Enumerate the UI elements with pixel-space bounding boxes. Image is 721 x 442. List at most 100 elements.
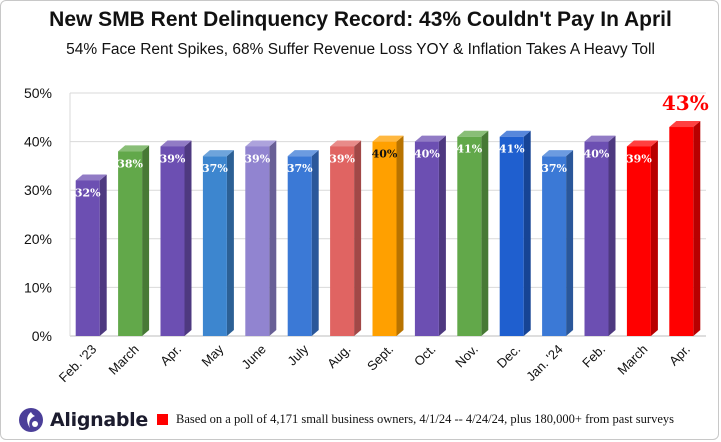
bar-top	[118, 145, 150, 152]
x-tick-label: July	[284, 341, 311, 368]
bar	[202, 150, 234, 336]
data-label: 39%	[244, 152, 270, 165]
bar	[584, 135, 616, 336]
bar-top	[330, 140, 362, 147]
bar-side	[396, 135, 404, 336]
bar	[372, 135, 404, 336]
bar-top	[584, 135, 616, 142]
bar	[245, 140, 277, 336]
bar	[414, 135, 446, 336]
bar-top	[245, 140, 277, 147]
x-tick-label: March	[106, 342, 142, 378]
y-tick-label: 30%	[24, 182, 52, 198]
bar-front	[202, 156, 227, 336]
bar-top	[202, 150, 234, 157]
bar-side	[226, 150, 234, 336]
x-tick-label: Nov.	[452, 342, 481, 371]
data-label: 39%	[160, 152, 186, 165]
bar-front	[457, 136, 482, 336]
x-tick-label: May	[199, 341, 227, 369]
bar-front	[245, 146, 270, 336]
bar	[75, 174, 107, 336]
bar-front	[75, 180, 100, 336]
bar-front	[669, 127, 694, 337]
bar-side	[184, 140, 192, 336]
bar-top	[75, 174, 107, 181]
bar-side	[269, 140, 277, 336]
data-label: 37%	[202, 162, 228, 175]
data-label: 32%	[75, 186, 101, 199]
bar-front	[414, 141, 439, 336]
bar-front	[542, 156, 567, 336]
alignable-logo-icon	[19, 408, 43, 432]
data-label: 40%	[584, 148, 610, 161]
bar-top	[457, 130, 489, 137]
bar-front	[372, 141, 397, 336]
x-tick-label: Sept.	[364, 342, 396, 374]
data-labels: 32% 38% 39% 37% 39% 37% 39% 40% 40% 41% 41% 37% 40% 3…	[75, 91, 709, 199]
bar-side	[354, 140, 362, 336]
bar-front	[330, 146, 355, 336]
bar-side	[693, 121, 701, 337]
x-tick-label: Apr.	[666, 342, 693, 369]
bar-top	[414, 135, 446, 142]
alignable-logo: Alignable	[18, 406, 148, 434]
bar-front	[584, 141, 609, 336]
bar	[287, 150, 319, 336]
x-axis-tick-labels: Feb. '23 March Apr. May June July Aug. Sept. Oct…	[56, 341, 693, 385]
bar	[669, 121, 701, 337]
bar-side	[608, 135, 616, 336]
data-label: 41%	[456, 143, 482, 156]
data-label: 41%	[499, 143, 525, 156]
bar	[160, 140, 192, 336]
bar	[542, 150, 574, 336]
bar-top	[499, 130, 531, 137]
bar	[499, 130, 531, 336]
chart-subtitle: 54% Face Rent Spikes, 68% Suffer Revenue…	[66, 41, 655, 58]
bar-side	[311, 150, 319, 336]
x-tick-label: Feb.	[579, 342, 608, 371]
data-label: 39%	[329, 152, 355, 165]
bar-top	[160, 140, 192, 147]
bar-top	[372, 135, 404, 142]
x-tick-label: June	[238, 342, 269, 373]
bar-top	[626, 140, 658, 147]
x-tick-label: Feb. '23	[56, 342, 100, 386]
bar	[330, 140, 362, 336]
bar-side	[142, 145, 150, 336]
y-tick-label: 0%	[32, 328, 52, 344]
legend-swatch	[157, 414, 168, 425]
x-tick-label: March	[614, 342, 650, 378]
x-tick-label: Apr.	[157, 342, 184, 369]
x-tick-label: Dec.	[494, 342, 524, 372]
bar-top	[287, 150, 319, 157]
bar	[457, 130, 489, 336]
alignable-logo-text: Alignable	[50, 409, 148, 431]
bar-front	[499, 136, 524, 336]
data-label: 43%	[662, 91, 709, 115]
bar-front	[160, 146, 185, 336]
bar-side	[566, 150, 574, 336]
data-label: 38%	[117, 157, 143, 170]
bar	[626, 140, 658, 336]
y-tick-label: 20%	[24, 231, 52, 247]
bar-side	[438, 135, 446, 336]
bar-side	[481, 130, 489, 336]
bar-front	[626, 146, 651, 336]
chart-title: New SMB Rent Delinquency Record: 43% Cou…	[49, 8, 672, 31]
y-tick-label: 50%	[24, 85, 52, 101]
x-tick-label: Oct.	[411, 342, 438, 369]
x-tick-label: Aug.	[324, 342, 354, 372]
bar-top	[542, 150, 574, 157]
y-tick-label: 10%	[24, 279, 52, 295]
x-tick-label: Jan. '24	[523, 342, 566, 385]
y-tick-label: 40%	[24, 134, 52, 150]
bars	[75, 121, 701, 337]
bar-front	[287, 156, 312, 336]
bar-front	[118, 151, 143, 336]
data-label: 40%	[414, 148, 440, 161]
data-label: 37%	[541, 162, 567, 175]
y-axis-tick-labels: 0% 10% 20% 30% 40% 50%	[24, 85, 52, 344]
